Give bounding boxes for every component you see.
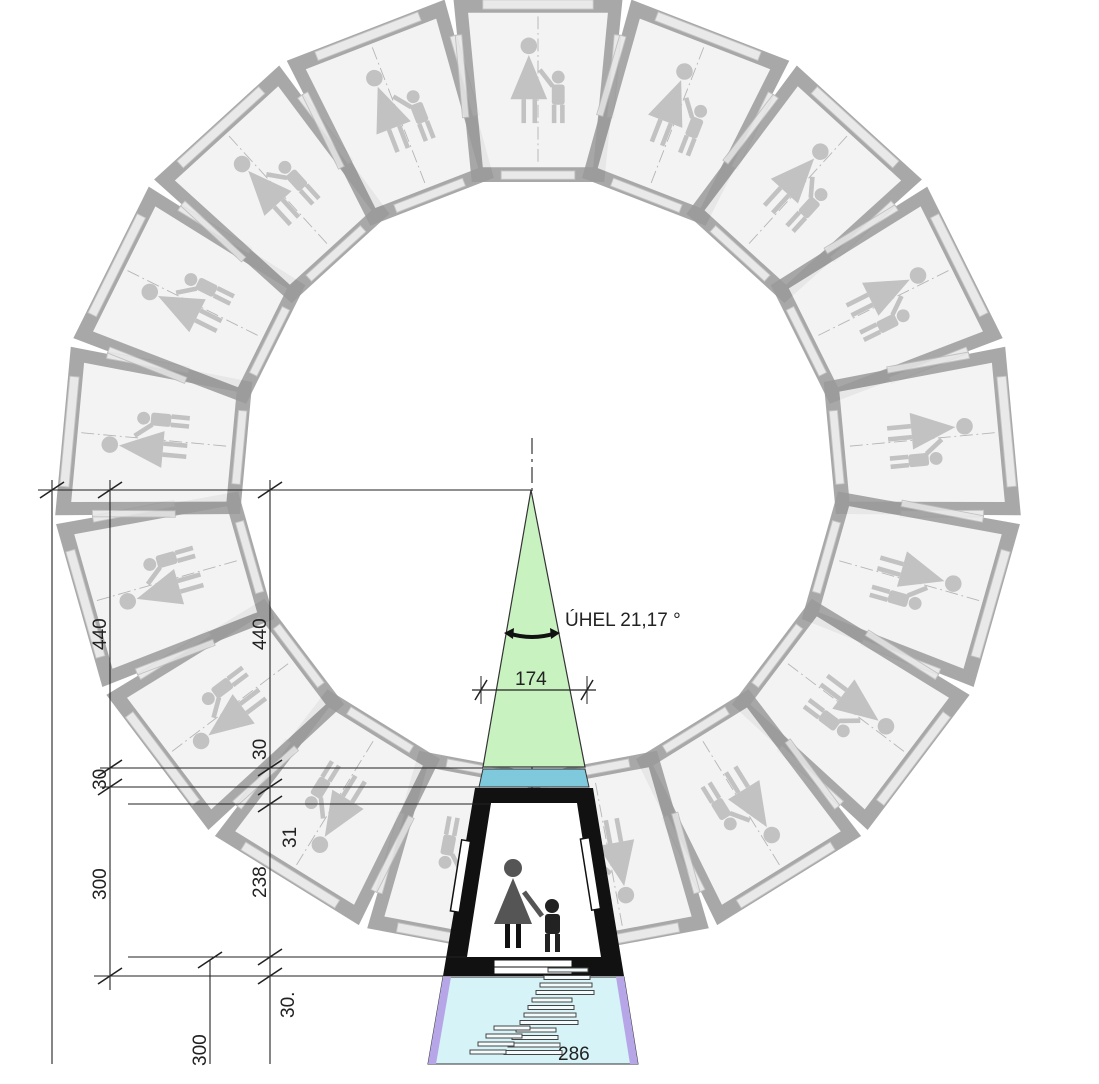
dim-286: 286 xyxy=(558,1044,590,1065)
stair-step xyxy=(527,1005,575,1010)
stair-step xyxy=(507,1042,561,1048)
dimension-chains xyxy=(38,480,531,1064)
dim-174: 174 xyxy=(515,669,547,690)
stair-step xyxy=(519,1020,579,1025)
stair-step xyxy=(469,1049,507,1055)
dim-440-inner: 440 xyxy=(250,618,271,650)
dim-238: 238 xyxy=(250,866,271,898)
woman-with-child-icon xyxy=(494,859,560,952)
dim-30-left: 30 xyxy=(90,769,111,790)
stair-step xyxy=(523,1012,577,1018)
dim-300-bottom: 300 xyxy=(190,1034,211,1066)
dim-300: 300 xyxy=(90,868,111,900)
active-module xyxy=(443,788,624,976)
stair-step xyxy=(485,1033,523,1039)
ramp: 286 xyxy=(427,967,639,1065)
stair-step xyxy=(493,1025,531,1031)
dim-30-upper: 30 xyxy=(250,739,271,760)
stair-step xyxy=(531,997,573,1003)
stair-step xyxy=(503,1050,563,1055)
dim-440-outer: 440 xyxy=(90,618,111,650)
stair-step xyxy=(543,975,591,980)
stair-step xyxy=(477,1041,515,1047)
stair-step xyxy=(539,982,593,988)
blue-band xyxy=(478,768,590,788)
stair-step xyxy=(535,990,595,995)
angle-wedge xyxy=(482,489,586,768)
dim-31: 31 xyxy=(280,827,301,848)
dim-30-lower: 30. xyxy=(278,992,299,1018)
stair-step xyxy=(547,967,589,973)
angle-label: ÚHEL 21,17 ° xyxy=(565,609,681,631)
width-dimension: 174 xyxy=(472,669,596,704)
